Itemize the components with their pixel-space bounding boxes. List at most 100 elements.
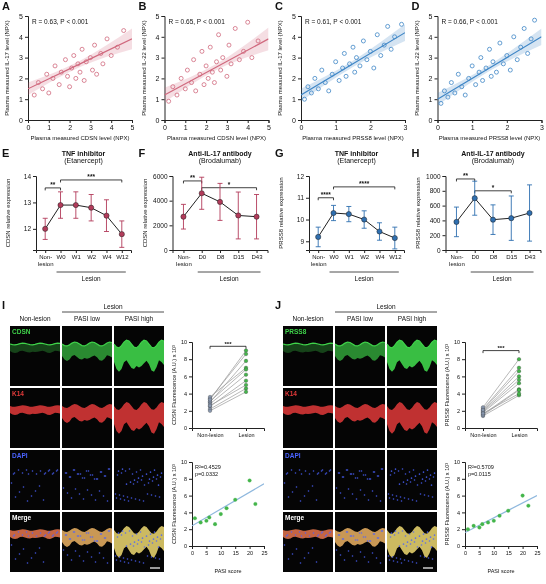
tick-label: 3 [225,124,229,131]
nucleus [425,480,427,482]
nucleus [153,538,155,540]
nucleus [292,491,294,493]
point [244,387,248,391]
nucleus [150,471,152,473]
point [346,211,351,216]
tick-mark [494,546,495,549]
tick: Non-lesion [38,250,54,267]
nucleus [28,535,30,537]
point [256,39,260,43]
x-axis: Non-lesionLesion [193,428,265,438]
point [167,99,171,103]
point [213,522,217,526]
tick-label: 2 [505,124,509,131]
tick-label: 10 [218,550,224,556]
tick: 0 [191,546,194,556]
point [517,381,521,385]
nucleus [413,531,415,533]
point [206,76,210,80]
nucleus [390,536,392,538]
nucleus [428,495,430,497]
tick-mark [33,176,36,177]
tick: 5 [292,13,301,20]
image-background [335,450,385,510]
nucleus [419,473,421,475]
nucleus [372,552,374,554]
tick-mark [336,120,337,123]
scale-bar [150,567,160,568]
tick-label: 0 [184,543,187,549]
nucleus [100,471,102,473]
tick-mark [185,120,186,123]
tick: 0 [457,543,465,549]
nucleus [393,498,395,500]
nucleus [151,494,153,496]
point [526,51,530,55]
tick-mark [334,250,335,253]
nucleus [122,468,124,470]
significance-bracket [483,351,519,354]
tick-mark [25,16,28,17]
stain [335,404,385,423]
nucleus [144,546,146,548]
point [78,70,82,74]
point [521,494,525,498]
tick: D43 [525,250,537,260]
point [517,378,521,382]
tick-label: 1 [156,96,160,103]
nucleus [340,554,342,556]
confidence-band [301,24,405,101]
point [57,83,61,87]
point [341,66,345,70]
panel-letter: I [2,299,5,311]
point [254,214,259,219]
point [205,519,209,523]
axis-line [310,251,405,254]
tick-mark [162,37,165,38]
point [519,45,523,49]
tick: 3 [429,54,438,61]
group-bracket [62,312,164,313]
nucleus [342,538,344,540]
x-axis: 0123 [436,120,544,131]
tick-mark [462,546,465,547]
nucleus [138,539,140,541]
point [190,81,194,85]
tick-mark [49,120,50,123]
point [316,87,320,91]
nucleus [143,562,145,564]
point [242,49,246,53]
nucleus [322,531,324,533]
tick: 15 [233,546,239,556]
tick-label: 20 [247,550,253,556]
tick-label: 2 [156,75,160,82]
tick-mark [122,250,123,253]
stain [283,405,333,415]
annotation: R²=0.4529 [195,464,221,470]
tick: 1000 [426,173,445,180]
nucleus [66,534,68,536]
point [337,78,341,82]
axis-line [306,177,310,251]
tick-mark [76,250,77,253]
channel-label: K14 [285,390,297,397]
tick-label: 1 [334,124,338,131]
panel-letter: H [412,147,420,159]
nucleus [389,559,391,561]
point [95,72,99,76]
nucleus [149,478,151,480]
point [248,479,252,483]
significance-label: *** [224,341,232,347]
point [512,35,516,39]
point [389,47,393,51]
point [517,388,521,392]
nucleus [131,559,133,561]
tick-mark [530,250,531,253]
group-bracket [57,272,126,273]
tick-mark [25,78,28,79]
point [254,502,258,506]
stain [114,526,164,558]
error-bar [346,206,351,221]
tick-mark [132,120,133,123]
image-background [10,512,60,572]
